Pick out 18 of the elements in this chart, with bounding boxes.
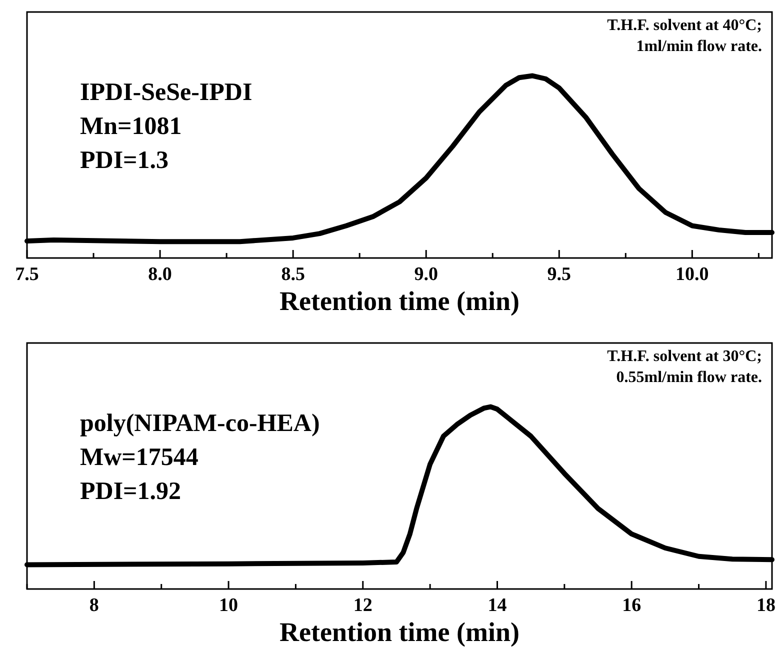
x-tick-label: 8.5 [281, 264, 305, 285]
annotation: poly(NIPAM-co-HEA) Mw=17544 PDI=1.92 [80, 410, 320, 505]
x-tick-label: 14 [488, 595, 508, 616]
text: T.H.F. solvent at 30°C; 0.55ml/min flow rate. [607, 348, 762, 386]
x-tick-label: 9.5 [547, 264, 572, 285]
x-tick-label: 7.5 [15, 264, 39, 285]
x-tick-label: 12 [353, 595, 372, 616]
x-tick-label: 10.0 [676, 264, 709, 285]
x-tick-label: 8.0 [148, 264, 172, 285]
x-tick-label: 9.0 [414, 264, 438, 285]
x-axis-title: Retention time (min) [280, 286, 520, 316]
x-tick-label: 10 [219, 595, 238, 616]
x-tick-label: 16 [622, 595, 642, 616]
text: T.H.F. solvent at 40°C; 1ml/min flow rate. [607, 17, 762, 55]
x-axis-title: Retention time (min) [280, 617, 520, 647]
x-tick-label: 18 [756, 595, 776, 616]
annotation: IPDI-SeSe-IPDI Mn=1081 PDI=1.3 [80, 79, 252, 174]
x-tick-label: 8 [89, 595, 99, 616]
